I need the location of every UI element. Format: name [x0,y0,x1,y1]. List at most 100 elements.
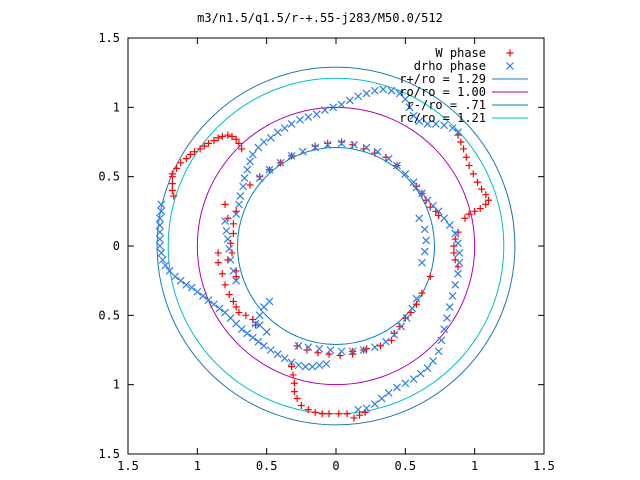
data-point [237,325,246,334]
data-point [228,132,236,140]
data-point [462,153,470,161]
data-point [215,304,224,313]
data-point [420,225,429,234]
data-point [177,159,185,167]
data-point [221,217,229,225]
data-point [229,297,237,305]
data-point [401,314,409,322]
data-point [155,228,164,237]
data-point [266,133,275,142]
y-tick-label: 0.5 [98,170,120,184]
data-point [255,311,264,320]
data-point [482,200,490,208]
data-point [431,120,440,128]
data-point [460,145,468,153]
data-point [412,294,421,303]
data-point [265,297,274,306]
data-point [168,173,176,181]
data-point [210,137,218,145]
data-point [376,342,384,350]
data-point [157,249,166,257]
data-point [308,362,317,371]
data-point [450,242,458,250]
data-point [465,210,473,218]
data-point [226,255,235,264]
data-point [239,182,248,191]
data-point [155,242,164,250]
data-point [448,291,457,300]
data-point [454,269,462,278]
legend-marker [506,49,514,57]
data-point [294,361,303,370]
data-point [311,143,320,152]
data-point [360,145,368,153]
data-point [224,131,232,139]
y-tick-label: 1.5 [98,447,120,461]
x-tick-label: 0.5 [394,459,416,473]
data-point [415,214,424,223]
data-point [478,185,486,193]
data-point [186,150,194,158]
data-point [401,169,410,178]
data-point [256,173,264,181]
data-point [323,140,332,149]
data-point [454,228,462,236]
data-point [265,165,274,174]
data-point [440,214,449,223]
data-point [409,375,418,384]
data-point [266,346,275,354]
data-point [437,336,446,345]
x-tick-label: 1 [471,459,478,473]
data-point [301,362,310,371]
x-tick-label: 1.5 [117,459,139,473]
data-point [248,333,257,342]
data-point [222,226,231,235]
data-point [363,345,371,353]
data-point [338,138,346,146]
data-point [461,214,469,222]
data-point [440,121,449,130]
data-point [448,124,457,133]
data-point [451,229,460,238]
data-point [412,182,420,190]
data-point [311,142,319,150]
data-point [420,247,429,256]
legend-label: ro/ro = 1.00 [399,85,486,99]
data-point [345,96,354,105]
data-point [236,192,245,201]
data-point [229,220,237,228]
data-point [232,210,241,219]
data-point [315,344,324,353]
legend-label: r-/ro = .71 [407,98,486,112]
x-tick-label: 0 [332,459,339,473]
data-point [280,124,289,133]
reference-circle [237,147,435,345]
data-point [362,404,371,413]
data-point [225,291,233,299]
data-point [434,347,443,356]
data-point [450,249,458,257]
data-point [287,358,296,367]
data-point [232,135,240,143]
data-point [273,350,282,359]
data-point [242,311,250,319]
y-tick-label: 1 [113,100,120,114]
data-point [298,147,307,156]
data-point [393,383,401,392]
legend-label: W phase [435,46,486,60]
data-point [405,103,414,112]
data-point [210,300,218,309]
data-point [296,115,304,124]
x-tick-label: 1.5 [533,459,555,473]
data-point [254,337,263,346]
data-point [276,158,285,167]
legend-label: rc/ro = 1.21 [399,111,486,125]
data-point [434,207,443,216]
data-point [337,139,346,148]
data-point [168,187,176,195]
data-point [290,388,298,396]
reference-circle [156,66,516,426]
data-point [322,359,331,368]
data-point [440,325,449,334]
